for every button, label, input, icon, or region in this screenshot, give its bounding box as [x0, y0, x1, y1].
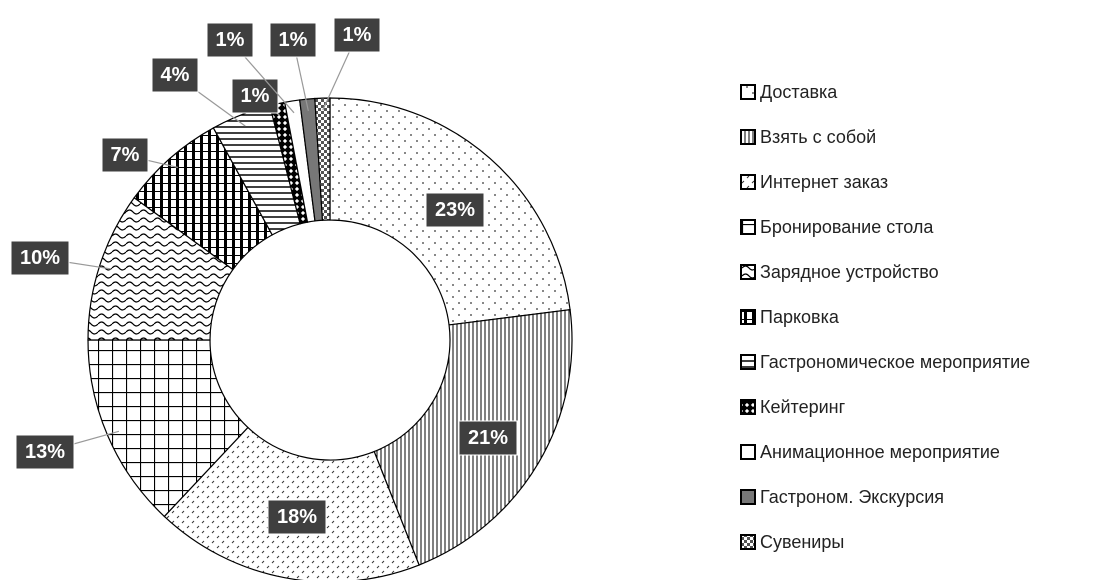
legend-label: Кейтеринг — [760, 397, 846, 417]
legend-swatch — [740, 444, 756, 460]
label-box — [231, 78, 279, 114]
label-box — [269, 22, 317, 58]
data-label: 4% — [161, 64, 190, 86]
data-label: 18% — [277, 506, 317, 528]
data-label: 10% — [20, 247, 60, 269]
legend-swatch — [740, 354, 756, 370]
label-box — [267, 499, 327, 535]
legend-swatch — [740, 309, 756, 325]
legend-swatch — [740, 264, 756, 280]
label-box — [458, 420, 518, 456]
legend-label: Зарядное устройство — [760, 262, 939, 282]
legend-label: Доставка — [760, 82, 838, 102]
label-box — [10, 240, 70, 276]
legend-swatch — [740, 489, 756, 505]
data-label: 1% — [343, 24, 372, 46]
data-label: 1% — [216, 29, 245, 51]
legend-label: Анимационное мероприятие — [760, 442, 1000, 462]
legend-label: Взять с собой — [760, 127, 876, 147]
legend-swatch — [740, 399, 756, 415]
data-label: 13% — [25, 441, 65, 463]
data-label: 23% — [435, 199, 475, 221]
label-box — [101, 137, 149, 173]
data-label: 1% — [241, 85, 270, 107]
legend-label: Гастрономическое мероприятие — [760, 352, 1030, 372]
donut-slice — [314, 97, 331, 221]
legend-swatch — [740, 219, 756, 235]
label-box — [206, 22, 254, 58]
label-box — [15, 434, 75, 470]
legend-swatch — [740, 174, 756, 190]
label-box — [425, 192, 485, 228]
legend-swatch — [740, 129, 756, 145]
legend-label: Бронирование стола — [760, 217, 934, 237]
data-label: 1% — [279, 29, 308, 51]
legend-label: Интернет заказ — [760, 172, 888, 192]
legend-label: Сувениры — [760, 532, 844, 552]
legend-swatch — [740, 534, 756, 550]
label-box — [333, 17, 381, 53]
legend-swatch — [740, 84, 756, 100]
data-label: 21% — [468, 427, 508, 449]
legend-label: Парковка — [760, 307, 840, 327]
data-label: 7% — [111, 144, 140, 166]
donut-slice — [87, 339, 249, 518]
legend-label: Гастроном. Экскурсия — [760, 487, 944, 507]
label-box — [151, 57, 199, 93]
